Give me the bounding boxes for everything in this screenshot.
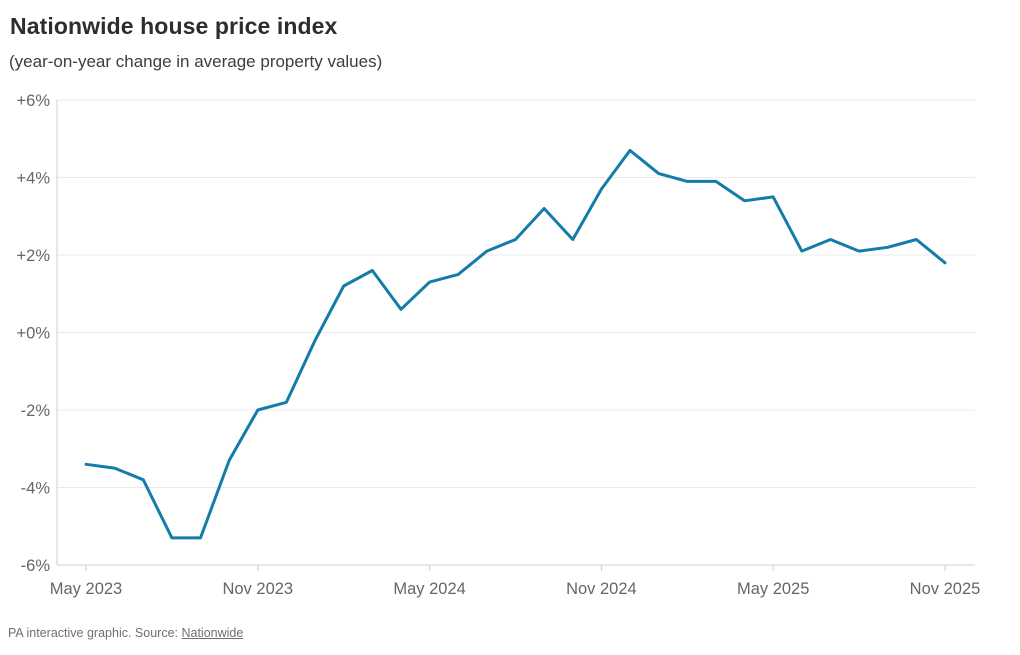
x-axis-label: Nov 2024 [566,580,637,598]
y-axis-label: +2% [17,247,51,265]
price-line [84,148,947,540]
x-axis-label: Nov 2023 [222,580,293,598]
page-title: Nationwide house price index [10,13,338,39]
x-axis-label: May 2023 [50,580,122,598]
page-subtitle: (year-on-year change in average property… [9,52,383,71]
y-axis-label: +4% [17,170,51,188]
footer-credit: PA interactive graphic. Source: Nationwi… [8,626,243,640]
x-axis-label: May 2025 [737,580,809,598]
x-axis-label: Nov 2025 [910,580,981,598]
y-axis-label: +6% [17,92,51,110]
y-axis-label: -4% [21,480,51,498]
credit-text: PA interactive graphic. Source: [8,626,182,640]
source-link[interactable]: Nationwide [181,626,244,640]
y-axis-label: -6% [21,557,51,575]
y-axis-label: -2% [21,402,51,420]
y-axis-label: +0% [17,325,51,343]
x-axis-label: May 2024 [393,580,465,598]
